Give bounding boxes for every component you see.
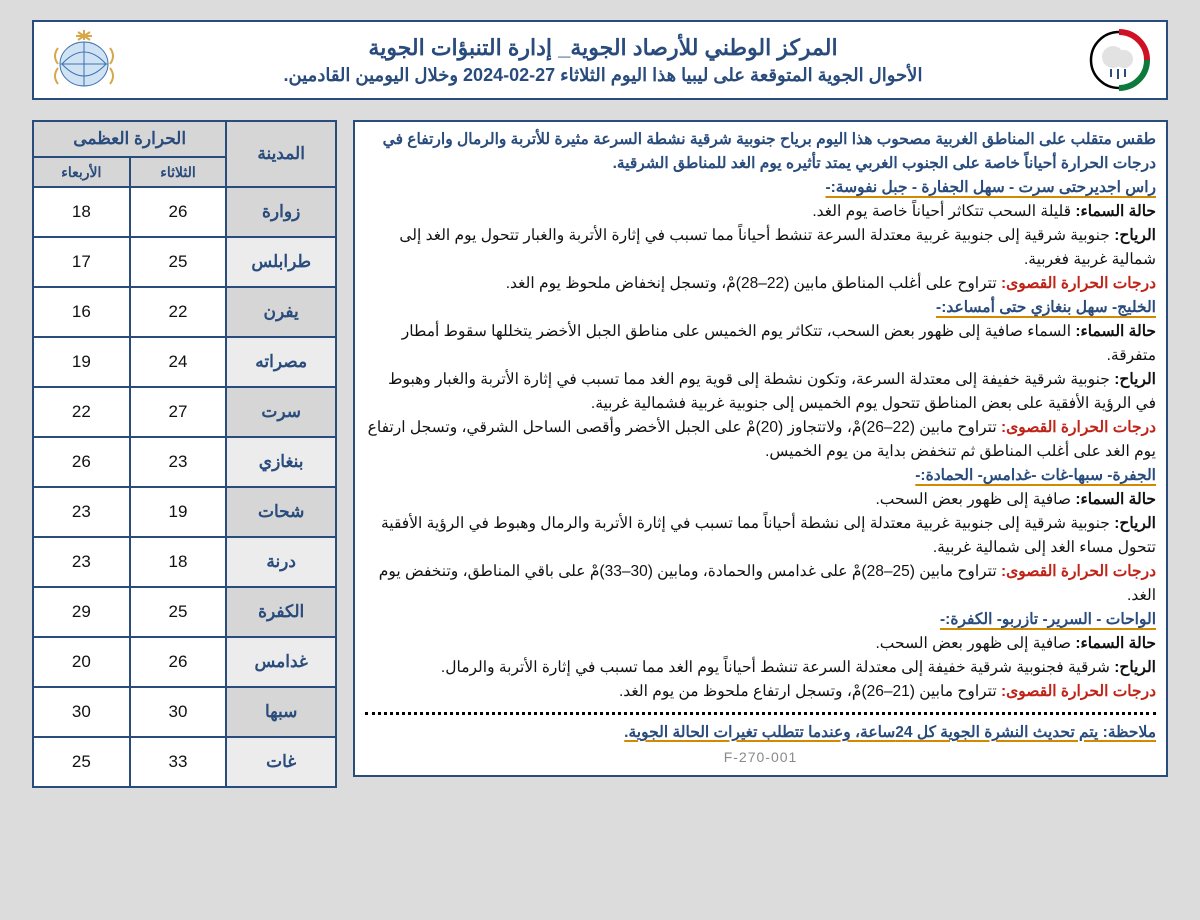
city-cell: طرابلس	[226, 237, 336, 287]
col-day2: الأربعاء	[33, 157, 130, 187]
wind-label: الرياح:	[1114, 227, 1156, 244]
table-row: طرابلس2517	[33, 237, 336, 287]
day1-cell: 25	[130, 587, 227, 637]
table-row: سبها3030	[33, 687, 336, 737]
region-2-wind: جنوبية شرقية خفيفة إلى معتدلة السرعة، وت…	[388, 371, 1156, 412]
sky-label: حالة السماء:	[1075, 203, 1156, 220]
region-1-head: راس اجديرحتى سرت - سهل الجفارة - جبل نفو…	[825, 179, 1156, 196]
max-label: درجات الحرارة القصوى:	[1001, 275, 1156, 292]
region-2-head: الخليج- سهل بنغازي حتى أمساعد:-	[936, 299, 1156, 316]
org-logo-icon	[1086, 29, 1152, 91]
table-row: غدامس2620	[33, 637, 336, 687]
max-label: درجات الحرارة القصوى:	[1001, 563, 1156, 580]
forecast-panel: طقس متقلب على المناطق الغربية مصحوب هذا …	[353, 120, 1168, 777]
max-label: درجات الحرارة القصوى:	[1001, 419, 1156, 436]
table-row: يفرن2216	[33, 287, 336, 337]
table-row: غات3325	[33, 737, 336, 787]
note-row: ملاحظة: يتم تحديث النشرة الجوية كل 24ساع…	[365, 712, 1156, 745]
header-title: المركز الوطني للأرصاد الجوية_ إدارة التن…	[134, 35, 1072, 61]
day2-cell: 26	[33, 437, 130, 487]
wind-label: الرياح:	[1114, 371, 1156, 388]
col-max: الحرارة العظمى	[33, 121, 226, 157]
city-cell: سرت	[226, 387, 336, 437]
temperature-table: المدينة الحرارة العظمى الثلاثاء الأربعاء…	[32, 120, 337, 788]
col-city: المدينة	[226, 121, 336, 187]
day1-cell: 23	[130, 437, 227, 487]
table-row: شحات1923	[33, 487, 336, 537]
city-cell: يفرن	[226, 287, 336, 337]
day2-cell: 30	[33, 687, 130, 737]
header-banner: المركز الوطني للأرصاد الجوية_ إدارة التن…	[32, 20, 1168, 100]
wind-label: الرياح:	[1114, 515, 1156, 532]
table-row: زوارة2618	[33, 187, 336, 237]
city-cell: سبها	[226, 687, 336, 737]
day1-cell: 22	[130, 287, 227, 337]
table-row: درنة1823	[33, 537, 336, 587]
region-3-wind: جنوبية شرقية إلى جنوبية غربية معتدلة إلى…	[381, 515, 1156, 556]
city-cell: مصراته	[226, 337, 336, 387]
day2-cell: 23	[33, 487, 130, 537]
city-cell: زوارة	[226, 187, 336, 237]
wind-label: الرياح:	[1114, 659, 1156, 676]
region-4-head: الواحات - السرير- تازربو- الكفرة:-	[940, 611, 1156, 628]
day1-cell: 26	[130, 637, 227, 687]
day2-cell: 16	[33, 287, 130, 337]
update-note: ملاحظة: يتم تحديث النشرة الجوية كل 24ساع…	[624, 724, 1156, 741]
form-code: F-270-001	[365, 747, 1156, 769]
header-subtitle: الأحوال الجوية المتوقعة على ليبيا هذا ال…	[134, 65, 1072, 86]
day1-cell: 18	[130, 537, 227, 587]
region-1-sky: قليلة السحب تتكاثر أحياناً خاصة يوم الغد…	[812, 203, 1071, 220]
day1-cell: 30	[130, 687, 227, 737]
region-2-sky: السماء صافية إلى ظهور بعض السحب، تتكاثر …	[402, 323, 1156, 364]
day2-cell: 22	[33, 387, 130, 437]
day1-cell: 26	[130, 187, 227, 237]
region-4-max: تتراوح مابين (21–26)مْ، وتسجل ارتفاع ملح…	[619, 683, 997, 700]
region-4-wind: شرقية فجنوبية شرقية خفيفة إلى معتدلة الس…	[441, 659, 1110, 676]
table-row: بنغازي2326	[33, 437, 336, 487]
day1-cell: 25	[130, 237, 227, 287]
content-row: طقس متقلب على المناطق الغربية مصحوب هذا …	[32, 120, 1168, 788]
day2-cell: 19	[33, 337, 130, 387]
wmo-logo-icon	[48, 28, 120, 92]
day2-cell: 25	[33, 737, 130, 787]
day1-cell: 19	[130, 487, 227, 537]
city-cell: غدامس	[226, 637, 336, 687]
col-day1: الثلاثاء	[130, 157, 227, 187]
region-4-sky: صافية إلى ظهور بعض السحب.	[875, 635, 1071, 652]
header-titles: المركز الوطني للأرصاد الجوية_ إدارة التن…	[134, 35, 1072, 86]
city-cell: الكفرة	[226, 587, 336, 637]
day2-cell: 29	[33, 587, 130, 637]
table-row: مصراته2419	[33, 337, 336, 387]
day2-cell: 18	[33, 187, 130, 237]
sky-label: حالة السماء:	[1075, 635, 1156, 652]
region-3-sky: صافية إلى ظهور بعض السحب.	[875, 491, 1071, 508]
city-cell: غات	[226, 737, 336, 787]
table-row: الكفرة2529	[33, 587, 336, 637]
sky-label: حالة السماء:	[1075, 491, 1156, 508]
city-cell: بنغازي	[226, 437, 336, 487]
day2-cell: 17	[33, 237, 130, 287]
intro-summary: طقس متقلب على المناطق الغربية مصحوب هذا …	[365, 128, 1156, 176]
city-cell: شحات	[226, 487, 336, 537]
city-cell: درنة	[226, 537, 336, 587]
day1-cell: 27	[130, 387, 227, 437]
max-label: درجات الحرارة القصوى:	[1001, 683, 1156, 700]
table-row: سرت2722	[33, 387, 336, 437]
region-3-head: الجفرة- سبها-غات -غدامس- الحمادة:-	[915, 467, 1156, 484]
day2-cell: 20	[33, 637, 130, 687]
sky-label: حالة السماء:	[1075, 323, 1156, 340]
region-1-wind: جنوبية شرقية إلى جنوبية غربية معتدلة الس…	[399, 227, 1156, 268]
day1-cell: 33	[130, 737, 227, 787]
day2-cell: 23	[33, 537, 130, 587]
day1-cell: 24	[130, 337, 227, 387]
region-1-max: تتراوح على أغلب المناطق مابين (22–28)مْ،…	[506, 275, 997, 292]
